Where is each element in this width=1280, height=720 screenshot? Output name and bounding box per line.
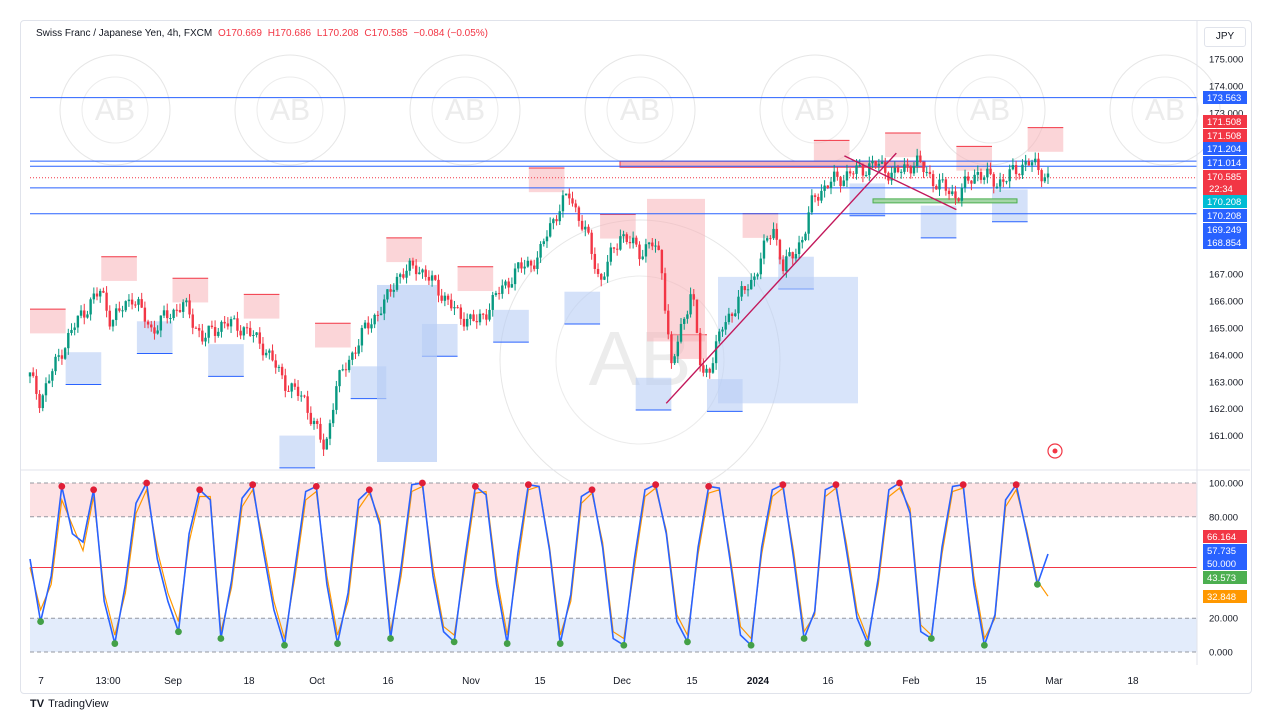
tradingview-footer[interactable]: TV TradingView bbox=[30, 698, 109, 710]
symbol-legend: Swiss Franc / Japanese Yen, 4h, FXCM O17… bbox=[36, 28, 491, 39]
change-value: −0.084 (−0.05%) bbox=[413, 28, 489, 39]
symbol-title[interactable]: Swiss Franc / Japanese Yen, 4h, FXCM bbox=[36, 28, 213, 39]
chart-frame bbox=[20, 20, 1252, 694]
low-value: L170.208 bbox=[316, 28, 359, 39]
tradingview-logo-icon: TV bbox=[30, 698, 45, 710]
high-value: H170.686 bbox=[267, 28, 312, 39]
close-value: C170.585 bbox=[364, 28, 408, 39]
currency-button[interactable]: JPY bbox=[1204, 27, 1246, 47]
open-value: O170.669 bbox=[217, 28, 262, 39]
tradingview-brand: TradingView bbox=[48, 698, 109, 710]
